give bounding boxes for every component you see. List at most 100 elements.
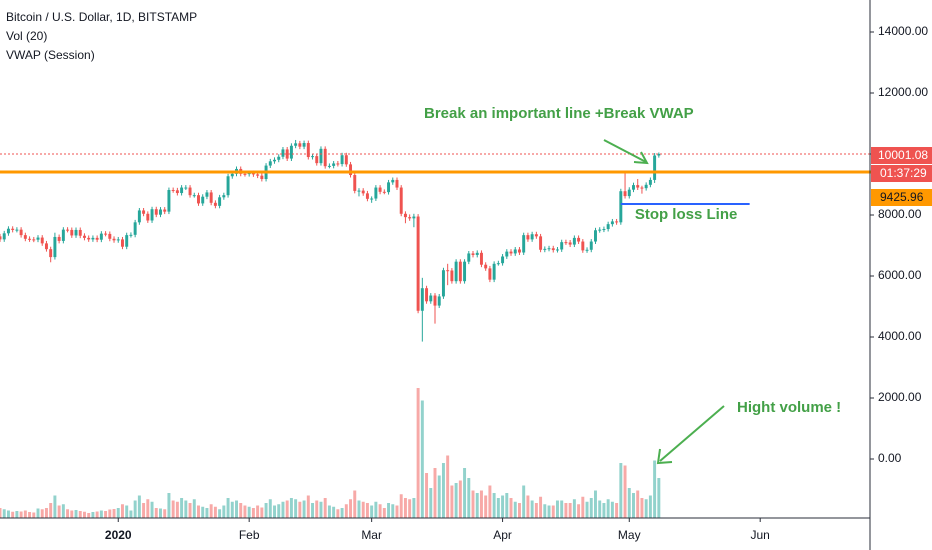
candle-body	[657, 153, 661, 156]
candle-body	[74, 229, 78, 236]
volume-bar	[277, 504, 281, 518]
y-tick-label: 2000.00	[878, 390, 922, 404]
candle-body	[619, 191, 623, 223]
candle-body	[403, 213, 407, 218]
volume-bar	[260, 507, 264, 518]
candle-body	[446, 270, 450, 272]
candle-body	[137, 210, 141, 223]
candle-body	[374, 187, 378, 199]
candle-body	[653, 155, 657, 180]
volume-bar	[201, 506, 205, 518]
candle-body	[108, 233, 112, 239]
candle-body	[66, 229, 70, 231]
candle-body	[522, 235, 526, 253]
volume-bar	[378, 504, 382, 518]
volume-bar	[78, 511, 82, 518]
candle-body	[513, 249, 517, 254]
volume-bar	[530, 500, 534, 518]
volume-bar	[387, 503, 391, 518]
candle-body	[526, 235, 530, 240]
volume-bar	[534, 503, 538, 518]
volume-bar	[32, 512, 36, 518]
volume-bar	[264, 503, 268, 518]
volume-bar	[239, 503, 243, 518]
candle-body	[636, 185, 640, 188]
candle-body	[336, 163, 340, 165]
candle-body	[488, 268, 492, 280]
volume-bar	[11, 511, 15, 518]
volume-bar	[636, 490, 640, 518]
volume-bar	[429, 488, 433, 518]
volume-bar	[319, 501, 323, 518]
volume-bar	[543, 504, 547, 518]
volume-bar	[6, 510, 10, 518]
candle-body	[433, 295, 437, 306]
annotation: Hight volume !	[737, 399, 841, 416]
volume-bar	[395, 505, 399, 518]
volume-bar	[577, 504, 581, 518]
candle-body	[2, 233, 6, 240]
candle-body	[306, 143, 310, 158]
arrow	[603, 139, 647, 163]
x-tick-label: Apr	[493, 528, 512, 542]
candle-body	[479, 252, 483, 265]
volume-bar	[256, 505, 260, 518]
volume-bar	[15, 511, 19, 518]
candle-body	[450, 270, 454, 282]
candle-body	[610, 221, 614, 225]
x-tick-label: Jun	[751, 528, 770, 542]
volume-bar	[197, 505, 200, 518]
volume-bar	[585, 501, 589, 518]
volume-bar	[412, 498, 416, 518]
volume-bar	[104, 511, 108, 518]
candle-body	[82, 235, 86, 238]
candle-body	[581, 241, 585, 251]
volume-bar	[315, 500, 319, 518]
volume-bar	[19, 511, 23, 518]
y-tick-label: 6000.00	[878, 268, 922, 282]
volume-bar	[353, 490, 357, 518]
candle-body	[399, 187, 403, 214]
volume-bar	[644, 499, 648, 518]
arrow-head	[656, 448, 673, 465]
candle-body	[226, 176, 230, 196]
volume-bar	[441, 463, 445, 518]
candle-body	[547, 248, 551, 250]
volume-bar	[268, 499, 272, 518]
candle-body	[598, 229, 602, 231]
candle-body	[125, 235, 129, 247]
candle-body	[302, 143, 306, 147]
candle-body	[133, 222, 137, 235]
arrow	[659, 405, 725, 462]
volume-bar	[340, 508, 344, 518]
price-layer: Stop loss Line	[0, 139, 932, 342]
candle-body	[492, 263, 496, 280]
candle-body	[78, 229, 82, 236]
candle-body	[648, 179, 652, 185]
volume-bar	[302, 500, 306, 518]
volume-bar	[230, 501, 234, 518]
countdown-box	[871, 165, 932, 182]
candle-body	[594, 230, 597, 242]
candle-body	[49, 249, 53, 258]
candle-body	[349, 164, 353, 176]
volume-bar	[23, 510, 27, 518]
volume-bar	[99, 510, 103, 518]
last-price-label: 10001.08	[878, 148, 928, 162]
volume-bar	[526, 495, 530, 518]
volume-bar	[74, 510, 78, 518]
volume-bar	[95, 511, 99, 518]
volume-bar	[437, 475, 441, 518]
stop-loss-label: Stop loss Line	[635, 206, 738, 223]
y-tick-label: 4000.00	[878, 329, 922, 343]
volume-bar	[251, 508, 255, 518]
volume-bar	[218, 509, 222, 518]
candle-body	[425, 288, 429, 302]
volume-bar	[336, 509, 340, 518]
indicator-label: Vol (20)	[6, 29, 47, 43]
arrows	[603, 139, 725, 465]
volume-bar	[648, 495, 652, 518]
volume-bar	[205, 508, 209, 518]
candle-body	[501, 256, 505, 264]
candle-body	[357, 190, 361, 192]
